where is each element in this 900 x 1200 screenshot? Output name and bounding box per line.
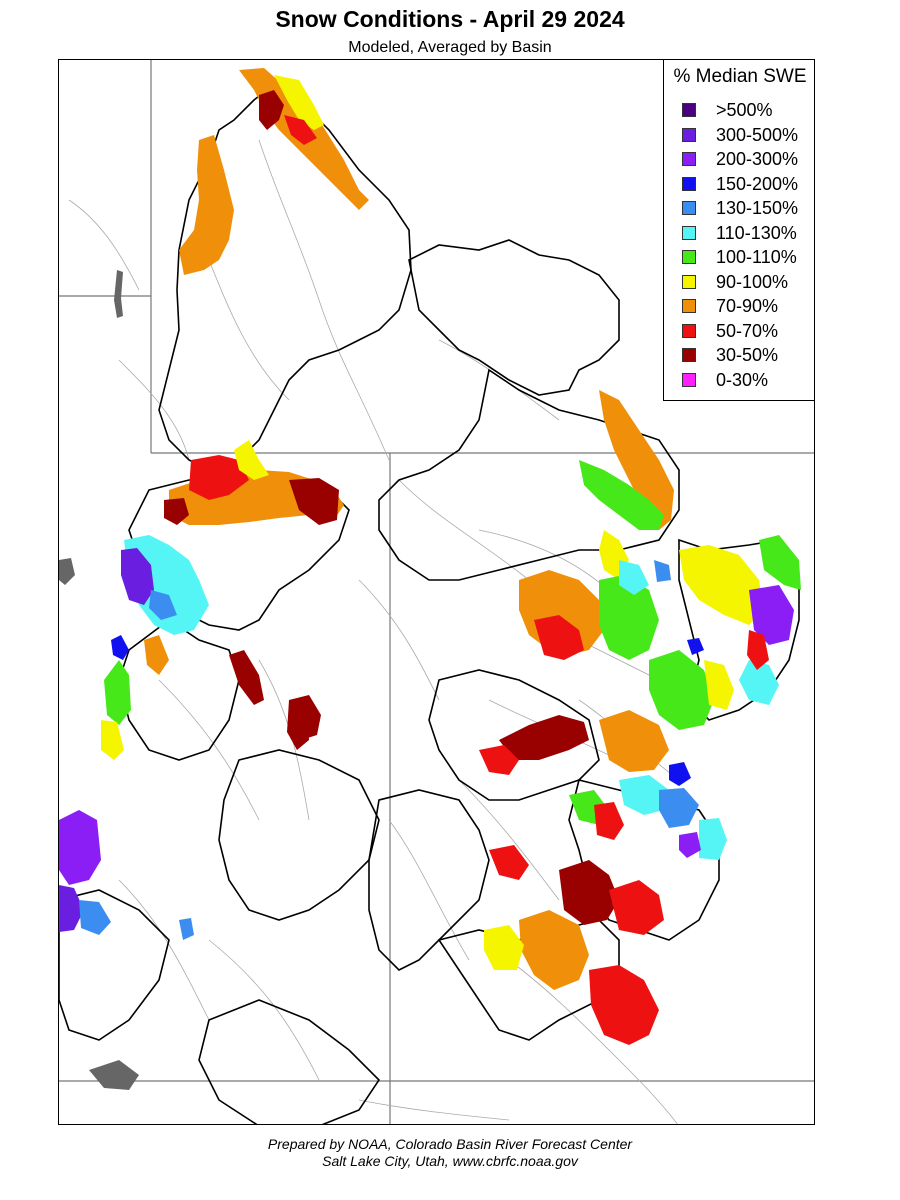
basin-dolores <box>368 789 490 971</box>
legend-swatch <box>682 274 696 289</box>
legend-label: 30-50% <box>716 345 779 365</box>
swe-patch-colorado-east-150-200 <box>687 638 704 655</box>
swe-patch-southwest-300-500 <box>59 885 84 932</box>
lake-west <box>59 558 75 585</box>
swe-patch-colorado-east-90-100 <box>704 660 734 710</box>
swe-patch-wasatch-130-150 <box>149 590 177 620</box>
swe-patch-southwest-200-300 <box>59 810 101 885</box>
legend-label: >500% <box>716 100 773 120</box>
reservoir-south <box>89 1060 139 1090</box>
swe-patch-southwest-150-200 <box>111 635 129 660</box>
swe-patch-gunnison-50-70 <box>479 745 519 775</box>
legend-swatch <box>682 127 696 142</box>
legend-swatch <box>682 152 696 166</box>
basin-escalante <box>59 889 170 1041</box>
swe-patch-wasatch-300-500 <box>121 548 154 605</box>
swe-patch-north-30-50 <box>259 90 284 130</box>
state-boundaries <box>59 60 814 1124</box>
swe-patch-uinta-30-50b <box>164 498 189 525</box>
swe-patch-north-90-100 <box>274 75 324 130</box>
legend-swatch <box>682 201 696 215</box>
swe-patch-platte-50-70 <box>747 630 769 670</box>
map-subtitle: Modeled, Averaged by Basin <box>348 39 552 56</box>
credit-line-2: Salt Lake City, Utah, www.cbrfc.noaa.gov <box>322 1153 578 1169</box>
legend-label: 100-110% <box>716 247 797 267</box>
swe-patch-duchesne-30-50 <box>229 650 264 705</box>
legend-label: 90-100% <box>716 271 789 292</box>
swe-patch-duchesne-70-90 <box>144 635 169 675</box>
legend-label: 0-30% <box>716 369 769 390</box>
swe-patch-gunnison-110-130 <box>619 775 669 815</box>
swe-patch-southwest-130-150 <box>79 900 111 935</box>
credit-line-1: Prepared by NOAA, Colorado Basin River F… <box>267 1136 633 1152</box>
swe-patch-lower-green-30-50 <box>287 700 309 750</box>
legend-swatch <box>682 250 696 264</box>
swe-patch-gunnison-30-50 <box>499 715 589 760</box>
swe-patch-uinta-50-70 <box>189 455 249 500</box>
swe-patch-platte-100-110 <box>759 535 801 590</box>
legend-swatch <box>682 348 696 362</box>
legend: % Median SWE >500% 300-500% 200-300% 150-20… <box>663 59 815 401</box>
basin-lower-green <box>218 749 380 921</box>
legend-swatch <box>682 372 696 387</box>
swe-patch-uinta-30-50 <box>289 478 339 525</box>
swe-patch-east-front-100-110 <box>579 460 664 530</box>
map-title: Snow Conditions - April 29 2024 <box>275 6 625 32</box>
basin-map[interactable] <box>59 60 815 1125</box>
swe-patch-gunnison-150-200 <box>669 762 691 786</box>
legend-label: 300-500% <box>716 124 799 145</box>
legend-label: 130-150% <box>716 198 799 218</box>
swe-patch-dolores-50-70 <box>489 845 529 880</box>
legend-swatch <box>682 225 696 240</box>
swe-patch-scattered-130-150 <box>179 918 194 940</box>
basin-wind-sweetwater <box>408 239 620 396</box>
water-bodies <box>59 270 139 1090</box>
swe-patch-colorado-130-150 <box>654 560 671 582</box>
lake-north <box>114 270 123 318</box>
legend-label: 150-200% <box>716 173 799 194</box>
swe-patch-platte-110-130 <box>739 660 779 705</box>
legend-title: % Median SWE <box>673 66 807 87</box>
swe-patch-colorado-50-70 <box>534 615 584 660</box>
basin-gunnison <box>428 669 600 801</box>
swe-patch-san-juan-30-50 <box>559 860 619 925</box>
swe-patch-west-ridge-70-90 <box>179 135 234 275</box>
swe-patch-colorado-110-130 <box>619 560 649 595</box>
legend-swatch <box>682 103 696 117</box>
swe-patch-san-juan-70-90 <box>519 910 589 990</box>
swe-patch-san-juan-50-70b <box>589 965 659 1045</box>
swe-patch-rio-grande-200-300 <box>679 832 701 858</box>
swe-patch-platte-90-100 <box>679 545 764 625</box>
legend-label: 70-90% <box>716 296 779 316</box>
swe-patch-uinta-90-100 <box>234 440 269 480</box>
legend-label: 50-70% <box>716 320 779 341</box>
swe-patch-colorado-100-110 <box>599 575 659 660</box>
swe-patch-colorado-east-100-110 <box>649 650 714 730</box>
swe-coverage <box>59 68 801 1045</box>
swe-patch-san-juan-50-70 <box>609 880 664 935</box>
legend-swatch <box>682 176 696 191</box>
legend-label: 110-130% <box>716 222 797 243</box>
swe-patch-southwest-90-100 <box>101 720 124 760</box>
legend-swatch <box>682 299 696 313</box>
basin-duchesne <box>118 619 240 761</box>
legend-swatch <box>682 323 696 338</box>
swe-patch-platte-200-300 <box>749 585 794 645</box>
credit-text: Prepared by NOAA, Colorado Basin River F… <box>0 1136 900 1170</box>
swe-patch-gunnison-50-70b <box>594 802 624 840</box>
legend-label: 200-300% <box>716 149 799 169</box>
swe-patch-east-front-70-90 <box>599 390 674 530</box>
basin-lower-san-juan <box>198 999 381 1124</box>
swe-patch-north-50-70 <box>284 115 317 145</box>
swe-patch-san-juan-90-100 <box>484 925 524 970</box>
swe-patch-southwest-100-110 <box>104 660 131 725</box>
swe-patch-gunnison-70-90 <box>599 710 669 772</box>
swe-patch-gunnison-130-150 <box>659 788 699 828</box>
swe-patch-rio-grande-110-130 <box>699 818 727 860</box>
basin-green-river-upper <box>158 78 412 471</box>
